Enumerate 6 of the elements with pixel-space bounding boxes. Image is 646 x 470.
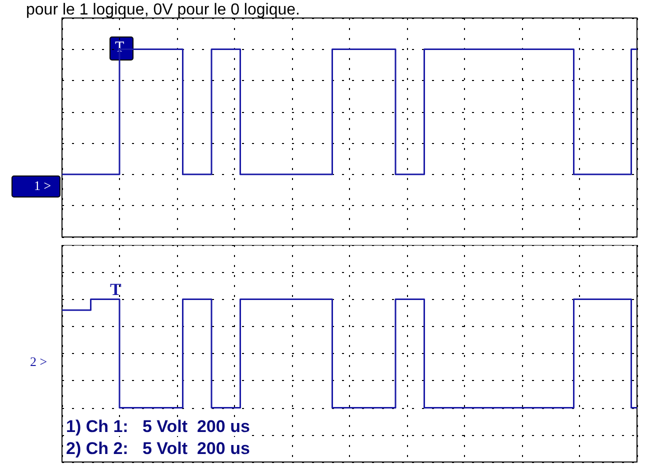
text: 2 >: [30, 354, 48, 369]
text: 1) Ch 1: 5 Volt 200 us: [66, 417, 250, 436]
text: 2) Ch 2: 5 Volt 200 us: [66, 439, 250, 458]
text: T: [110, 280, 122, 299]
text: 1 >: [34, 178, 52, 193]
text: pour le 1 logique, 0V pour le 0 logique.: [26, 2, 300, 18]
